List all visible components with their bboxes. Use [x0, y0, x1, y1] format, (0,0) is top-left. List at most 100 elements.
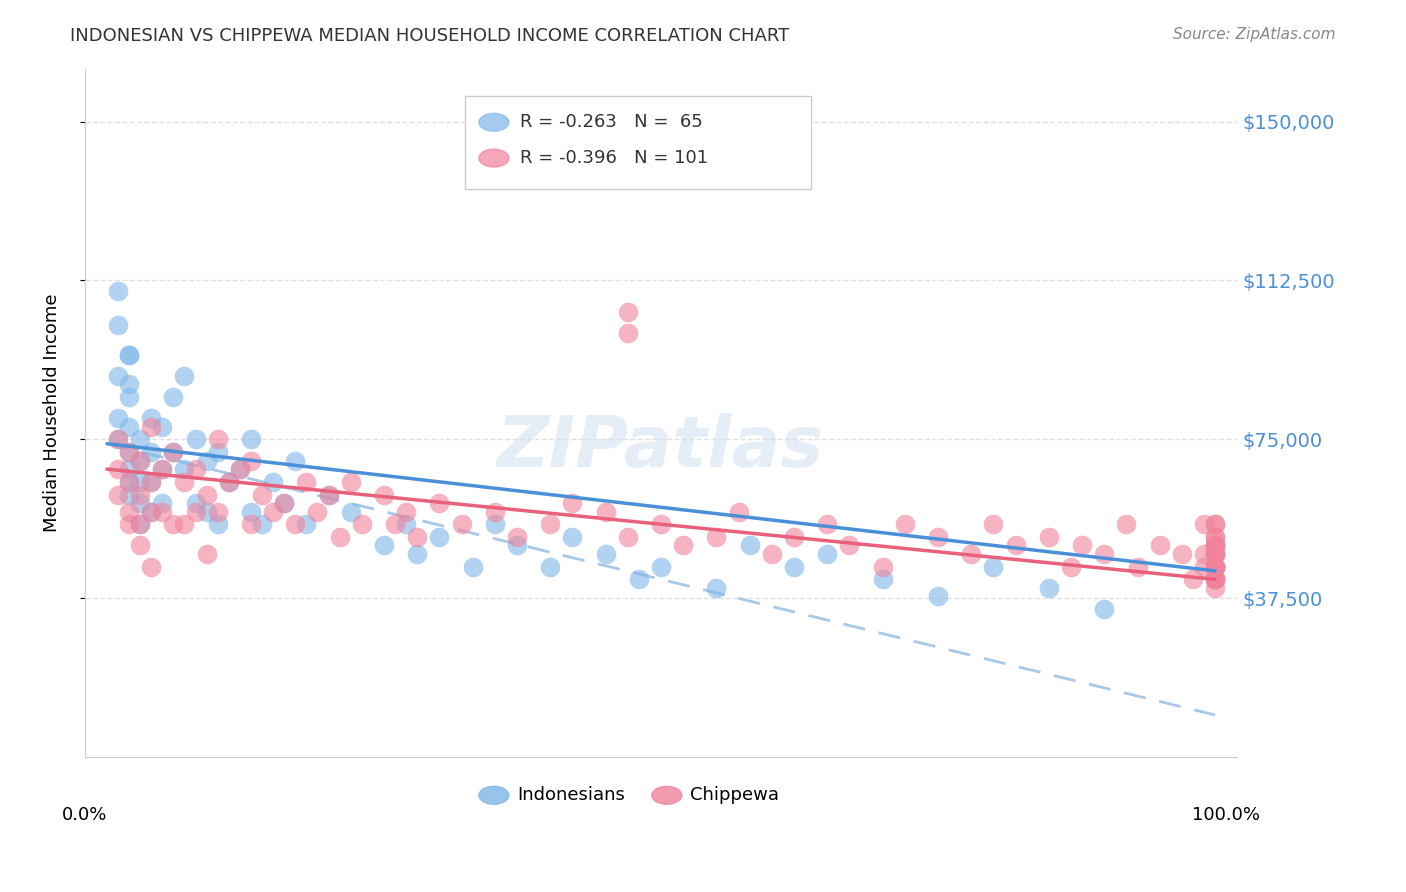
Point: [616, 530, 638, 544]
Point: [727, 504, 749, 518]
Point: [229, 462, 252, 476]
Point: [239, 453, 262, 467]
Point: [129, 453, 152, 467]
Point: [129, 496, 152, 510]
Point: [1181, 572, 1204, 586]
Point: [1204, 559, 1226, 574]
Point: [1192, 517, 1215, 532]
Text: Indonesians: Indonesians: [517, 786, 624, 805]
Point: [107, 433, 129, 447]
Point: [150, 504, 173, 518]
Point: [207, 517, 229, 532]
Point: [239, 504, 262, 518]
Point: [650, 517, 672, 532]
Point: [1204, 559, 1226, 574]
Point: [150, 419, 173, 434]
Y-axis label: Median Household Income: Median Household Income: [44, 293, 60, 533]
Point: [1071, 538, 1094, 552]
Point: [872, 572, 894, 586]
Point: [1204, 517, 1226, 532]
Point: [427, 530, 450, 544]
Point: [118, 445, 141, 459]
Point: [450, 517, 472, 532]
Point: [538, 559, 561, 574]
Point: [1204, 538, 1226, 552]
Point: [173, 517, 195, 532]
Point: [815, 547, 838, 561]
Point: [129, 517, 152, 532]
Point: [150, 462, 173, 476]
Point: [894, 517, 917, 532]
Point: [118, 377, 141, 392]
Point: [1149, 538, 1171, 552]
Point: [761, 547, 783, 561]
Point: [184, 462, 207, 476]
Point: [118, 390, 141, 404]
Point: [1204, 538, 1226, 552]
Point: [506, 530, 529, 544]
Point: [815, 517, 838, 532]
Point: [107, 368, 129, 383]
Point: [1004, 538, 1026, 552]
Point: [1204, 572, 1226, 586]
Point: [129, 517, 152, 532]
Point: [284, 517, 307, 532]
Point: [118, 517, 141, 532]
Point: [406, 547, 429, 561]
Point: [195, 504, 218, 518]
Point: [1126, 559, 1149, 574]
Point: [195, 547, 218, 561]
Point: [150, 462, 173, 476]
Point: [838, 538, 860, 552]
Point: [184, 496, 207, 510]
Circle shape: [479, 787, 509, 805]
Point: [627, 572, 650, 586]
Point: [284, 453, 307, 467]
Point: [107, 433, 129, 447]
Point: [184, 504, 207, 518]
Point: [1204, 559, 1226, 574]
Point: [141, 475, 163, 489]
Point: [295, 517, 318, 532]
Point: [373, 538, 395, 552]
Point: [273, 496, 295, 510]
Point: [561, 530, 583, 544]
Point: [1204, 530, 1226, 544]
Point: [118, 487, 141, 501]
Point: [1204, 530, 1226, 544]
Point: [484, 517, 506, 532]
Point: [350, 517, 373, 532]
Point: [395, 504, 418, 518]
Point: [1115, 517, 1137, 532]
Point: [141, 504, 163, 518]
Point: [239, 517, 262, 532]
Point: [960, 547, 983, 561]
Point: [461, 559, 484, 574]
Point: [1204, 559, 1226, 574]
Point: [538, 517, 561, 532]
Point: [1060, 559, 1083, 574]
Point: [141, 475, 163, 489]
Point: [406, 530, 429, 544]
Point: [595, 504, 617, 518]
Point: [1204, 538, 1226, 552]
Point: [1204, 517, 1226, 532]
Point: [107, 411, 129, 425]
Point: [141, 559, 163, 574]
Point: [250, 487, 273, 501]
Point: [1204, 538, 1226, 552]
Point: [983, 517, 1005, 532]
Point: [339, 504, 361, 518]
Point: [118, 462, 141, 476]
Point: [250, 517, 273, 532]
Text: 0.0%: 0.0%: [62, 805, 107, 823]
Text: ZIPatlas: ZIPatlas: [498, 413, 825, 482]
Point: [107, 487, 129, 501]
Point: [107, 284, 129, 298]
Point: [1204, 572, 1226, 586]
Point: [129, 487, 152, 501]
Point: [395, 517, 418, 532]
Point: [872, 559, 894, 574]
Point: [318, 487, 340, 501]
Point: [595, 547, 617, 561]
